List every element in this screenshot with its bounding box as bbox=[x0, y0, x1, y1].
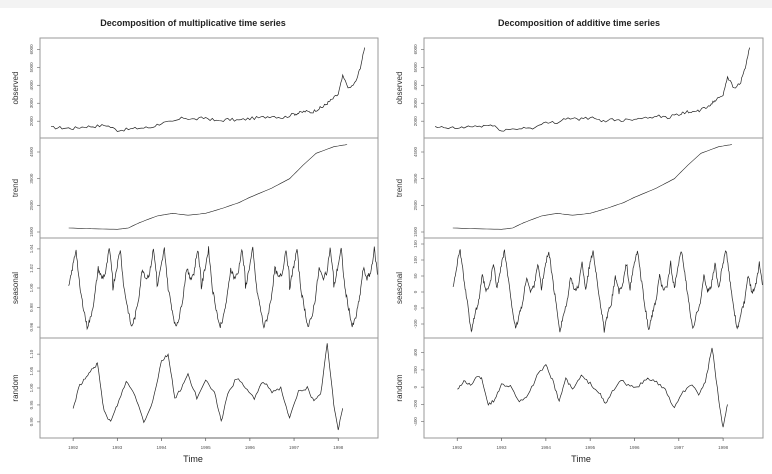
svg-text:1992: 1992 bbox=[68, 445, 79, 450]
svg-text:1993: 1993 bbox=[497, 445, 508, 450]
panel-random: 0.90 0.95 1.00 1.05 1.10 random bbox=[11, 337, 379, 439]
additive-plot: 20003000400050006000observed150025003500… bbox=[395, 37, 764, 450]
svg-text:-100: -100 bbox=[413, 319, 418, 329]
svg-text:1.02: 1.02 bbox=[29, 264, 34, 273]
y-axis-label: seasonal bbox=[11, 272, 20, 304]
svg-text:1998: 1998 bbox=[718, 445, 729, 450]
svg-text:0: 0 bbox=[413, 290, 418, 293]
seasonal-line bbox=[68, 246, 378, 331]
svg-text:1500: 1500 bbox=[413, 226, 418, 237]
random-line bbox=[72, 343, 344, 431]
svg-text:1.00: 1.00 bbox=[29, 383, 34, 392]
svg-text:1.04: 1.04 bbox=[29, 244, 34, 253]
svg-text:1994: 1994 bbox=[541, 445, 552, 450]
svg-text:1993: 1993 bbox=[112, 445, 123, 450]
svg-text:-50: -50 bbox=[413, 304, 418, 311]
y-axis-label: trend bbox=[395, 179, 404, 197]
svg-text:3500: 3500 bbox=[29, 173, 34, 184]
svg-text:4500: 4500 bbox=[29, 146, 34, 157]
svg-text:1995: 1995 bbox=[585, 445, 596, 450]
svg-text:2500: 2500 bbox=[29, 200, 34, 211]
panel-trend: 1500 2500 3500 4500 trend bbox=[11, 137, 379, 239]
svg-text:-400: -400 bbox=[413, 417, 418, 427]
svg-text:6000: 6000 bbox=[413, 44, 418, 55]
svg-text:6000: 6000 bbox=[29, 44, 34, 55]
svg-text:0.90: 0.90 bbox=[29, 417, 34, 426]
figure-title: Decomposition of multiplicative time ser… bbox=[100, 18, 286, 28]
svg-text:2000: 2000 bbox=[29, 116, 34, 127]
svg-text:3000: 3000 bbox=[413, 98, 418, 109]
svg-text:3500: 3500 bbox=[413, 173, 418, 184]
panel-observed: 2000 3000 4000 5000 6000 observed bbox=[395, 37, 764, 139]
y-axis-label: seasonal bbox=[395, 272, 404, 304]
svg-text:1996: 1996 bbox=[629, 445, 640, 450]
svg-text:1500: 1500 bbox=[29, 226, 34, 237]
x-axis: 1992 1993 1994 1995 1996 1997 1998 bbox=[68, 437, 344, 450]
y-axis-label: random bbox=[395, 374, 404, 401]
svg-text:1998: 1998 bbox=[333, 445, 344, 450]
y-axis-label: observed bbox=[11, 72, 20, 105]
svg-text:0: 0 bbox=[413, 385, 418, 388]
svg-text:150: 150 bbox=[413, 240, 418, 248]
svg-text:200: 200 bbox=[413, 366, 418, 374]
x-axis-label: Time bbox=[183, 454, 203, 464]
x-axis-label: Time bbox=[571, 454, 591, 464]
svg-text:5000: 5000 bbox=[29, 62, 34, 73]
observed-line bbox=[434, 47, 751, 132]
svg-text:-200: -200 bbox=[413, 399, 418, 409]
svg-text:1992: 1992 bbox=[452, 445, 463, 450]
x-axis: 1992 1993 1994 1995 1996 1997 1998 bbox=[452, 437, 729, 450]
svg-text:1997: 1997 bbox=[674, 445, 685, 450]
svg-text:1.05: 1.05 bbox=[29, 366, 34, 375]
panel-seasonal: -100 -50 0 50 100 150 seasonal bbox=[395, 237, 764, 339]
svg-text:4000: 4000 bbox=[413, 80, 418, 91]
svg-text:4000: 4000 bbox=[29, 80, 34, 91]
top-bar bbox=[0, 0, 772, 8]
seasonal-line bbox=[452, 249, 763, 333]
panel-seasonal: 0.96 0.98 1.00 1.02 1.04 seasonal bbox=[11, 237, 379, 339]
multiplicative-decomposition-figure: Decomposition of multiplicative time ser… bbox=[11, 18, 379, 464]
svg-text:2500: 2500 bbox=[413, 200, 418, 211]
additive-decomposition-figure: Decomposition of additive time series 20… bbox=[386, 0, 772, 474]
svg-text:1997: 1997 bbox=[289, 445, 300, 450]
trend-line bbox=[452, 144, 733, 230]
svg-text:1.10: 1.10 bbox=[29, 349, 34, 358]
svg-text:3000: 3000 bbox=[29, 98, 34, 109]
svg-text:1994: 1994 bbox=[156, 445, 167, 450]
svg-text:1995: 1995 bbox=[201, 445, 212, 450]
svg-text:0.98: 0.98 bbox=[29, 303, 34, 312]
svg-text:0.95: 0.95 bbox=[29, 400, 34, 409]
svg-text:50: 50 bbox=[413, 273, 418, 279]
y-axis-label: random bbox=[11, 374, 20, 401]
panel-trend: 1500 2500 3500 4500 trend bbox=[395, 137, 764, 239]
observed-line bbox=[51, 47, 366, 132]
panel-random: -400 -200 0 200 400 random bbox=[395, 337, 764, 439]
svg-text:1996: 1996 bbox=[245, 445, 256, 450]
multiplicative-plot: 2000 3000 4000 5000 6000 observed 1500 2500 3500… bbox=[11, 37, 379, 450]
svg-text:0.96: 0.96 bbox=[29, 322, 34, 331]
panel-observed: 2000 3000 4000 5000 6000 observed bbox=[11, 37, 379, 139]
svg-text:2000: 2000 bbox=[413, 116, 418, 127]
svg-text:5000: 5000 bbox=[413, 62, 418, 73]
figure-title: Decomposition of additive time series bbox=[497, 18, 661, 28]
random-line bbox=[457, 347, 728, 428]
svg-text:100: 100 bbox=[413, 256, 418, 264]
svg-text:4500: 4500 bbox=[413, 146, 418, 157]
trend-line bbox=[68, 144, 348, 230]
svg-text:400: 400 bbox=[413, 348, 418, 356]
y-axis-label: observed bbox=[395, 72, 404, 105]
svg-text:1.00: 1.00 bbox=[29, 283, 34, 292]
y-axis-label: trend bbox=[11, 179, 20, 197]
